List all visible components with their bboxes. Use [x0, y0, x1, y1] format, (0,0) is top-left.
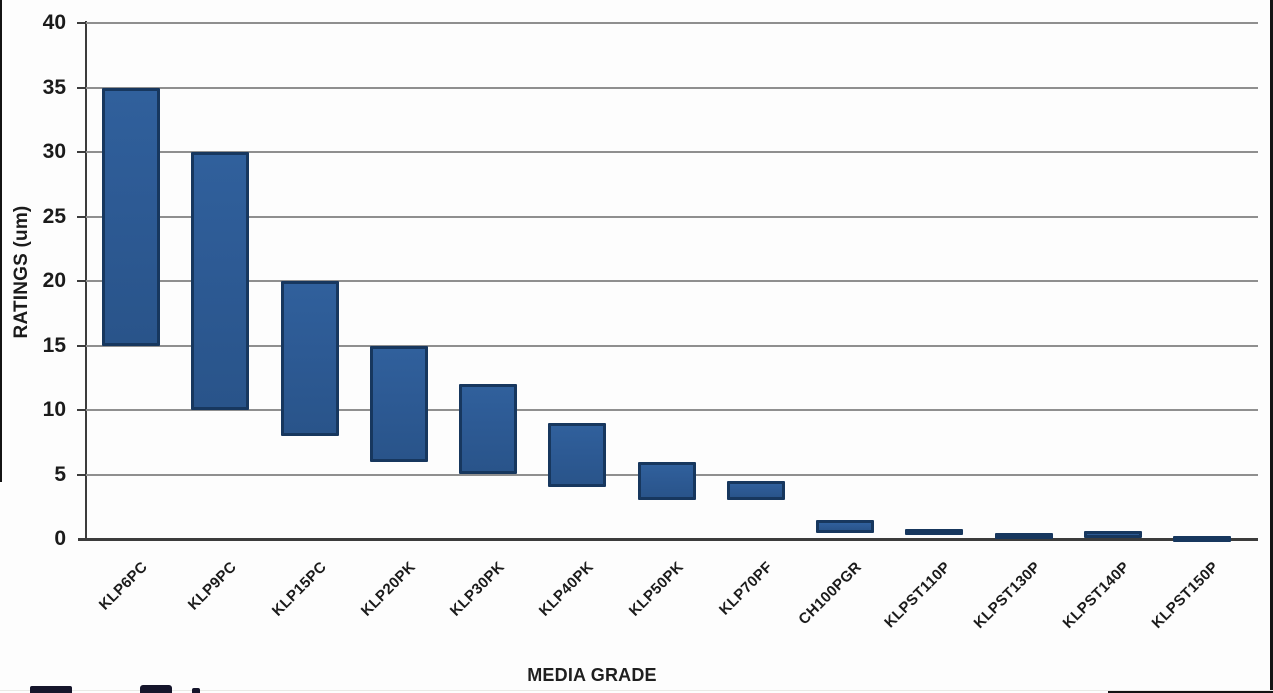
y-axis-tick: [77, 473, 86, 476]
range-bar-klpst110p: [905, 528, 964, 535]
range-bar-ch100pgr: [816, 519, 874, 533]
range-bar-klpst130p: [994, 532, 1053, 539]
y-tick-label: 5: [54, 462, 66, 486]
cut-off-caption-fragment: [192, 688, 200, 693]
range-bar-klpst150p: [1173, 535, 1231, 542]
range-bar-klp20pk: [369, 345, 428, 462]
x-axis-title: MEDIA GRADE: [527, 665, 657, 685]
y-tick-label: 0: [54, 527, 66, 550]
gridline: [85, 409, 1258, 411]
y-axis-tick: [77, 22, 86, 24]
image-left-border: [0, 0, 2, 482]
x-axis-line: [78, 538, 1258, 541]
y-axis-tick: [77, 344, 86, 347]
gridline: [85, 86, 1258, 89]
y-tick-label: 30: [42, 140, 66, 163]
y-axis-tick: [77, 409, 86, 411]
image-bottom-border: [1108, 690, 1273, 693]
gridline: [85, 151, 1258, 153]
range-bar-klp30pk: [459, 384, 517, 475]
y-tick-label: 20: [42, 269, 66, 292]
y-tick-label: 35: [42, 75, 66, 99]
cut-off-caption-fragment: [30, 686, 72, 693]
y-tick-label: 15: [42, 333, 66, 357]
gridline: [85, 215, 1258, 218]
range-bar-klp50pk: [637, 461, 696, 501]
range-bar-klp6pc: [102, 87, 160, 346]
range-bar-klp70pf: [726, 480, 785, 501]
range-bar-klpst140p: [1083, 531, 1142, 538]
range-bar-klp40pk: [548, 422, 607, 488]
y-axis-tick: [77, 86, 86, 89]
y-tick-label: 10: [42, 398, 66, 421]
range-bar-klp15pc: [280, 281, 339, 436]
faint-baseline: [0, 690, 1273, 691]
gridline: [85, 22, 1258, 24]
cut-off-caption-fragment: [140, 685, 172, 693]
y-axis-tick: [77, 280, 86, 282]
y-axis-tick: [77, 215, 86, 218]
y-axis-tick: [77, 151, 86, 153]
image-right-border: [1270, 0, 1273, 693]
gridline: [85, 344, 1258, 347]
y-tick-label: 40: [42, 11, 66, 34]
gridline: [85, 280, 1258, 282]
range-bar-klp9pc: [191, 152, 250, 410]
y-tick-label: 25: [42, 204, 66, 228]
